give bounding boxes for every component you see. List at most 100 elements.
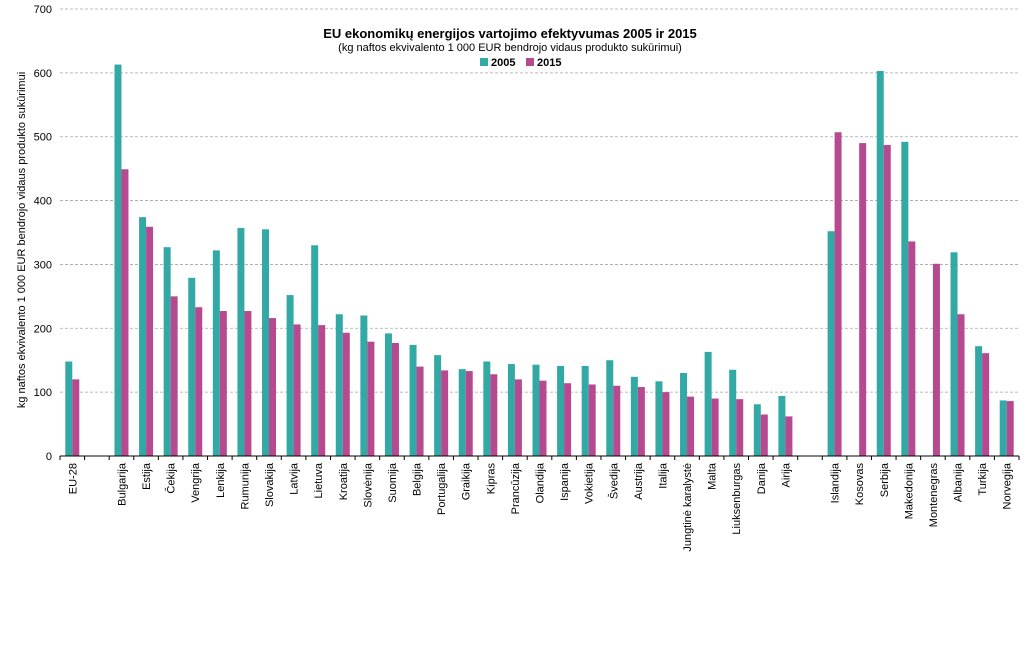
bar-2015-Norvegija bbox=[1006, 401, 1014, 456]
bar-2015-Vengrija bbox=[195, 307, 203, 456]
bar-2005-Austrija bbox=[630, 376, 638, 456]
bar-2015-Slovakija bbox=[269, 318, 277, 456]
y-tick-label: 200 bbox=[34, 323, 52, 335]
bar-2015-Bulgarija bbox=[121, 169, 129, 456]
category-label: Italija bbox=[657, 462, 669, 489]
category-label: Čekija bbox=[165, 462, 178, 493]
bar-2015-Belgija bbox=[416, 366, 424, 456]
bar-2005-Belgija bbox=[409, 344, 417, 456]
category-label: Graikija bbox=[461, 462, 473, 500]
bar-2005-Vokietija bbox=[581, 365, 589, 456]
category-label: Slovakija bbox=[264, 462, 276, 507]
category-label: Austrija bbox=[633, 462, 645, 500]
bar-2015-Slovėnija bbox=[367, 341, 375, 456]
category-label: Rumunija bbox=[239, 462, 251, 509]
category-label: EU-28 bbox=[67, 463, 79, 494]
bar-2005-Makedonija bbox=[901, 141, 909, 456]
category-label: Makedonija bbox=[903, 462, 915, 519]
bar-2015-Čekija bbox=[170, 296, 178, 456]
category-label: Malta bbox=[707, 462, 719, 490]
category-label: Airija bbox=[780, 462, 792, 487]
bar-2015-Danija bbox=[760, 414, 768, 456]
category-label: Bulgarija bbox=[116, 462, 128, 506]
bar-2015-Makedonija bbox=[908, 241, 916, 456]
bar-2005-Albanija bbox=[950, 252, 958, 456]
bar-2005-Suomija bbox=[384, 333, 392, 456]
bar-2005-Slovėnija bbox=[360, 315, 368, 456]
category-label: Estija bbox=[141, 462, 153, 490]
bar-2015-Prancūzija bbox=[514, 379, 522, 456]
bar-2005-Kipras bbox=[483, 361, 491, 456]
bar-2015-Rumunija bbox=[244, 311, 252, 456]
bar-2005-Danija bbox=[753, 404, 761, 456]
category-label: Lietuva bbox=[313, 462, 325, 498]
bar-2015-Estija bbox=[146, 226, 154, 456]
bar-2005-Lenkija bbox=[212, 250, 220, 456]
bar-2015-Austrija bbox=[637, 387, 645, 456]
bar-2015-Kroatija bbox=[342, 332, 350, 456]
y-tick-label: 500 bbox=[34, 132, 52, 144]
chart-subtitle: (kg naftos ekvivalento 1 000 EUR bendroj… bbox=[338, 42, 682, 54]
category-label: Vengrija bbox=[190, 462, 202, 503]
category-label: Danija bbox=[756, 462, 768, 494]
bar-2015-Kosovas bbox=[859, 143, 867, 456]
bar-2015-Vokietija bbox=[588, 384, 596, 456]
bar-2005-Portugalija bbox=[434, 355, 442, 456]
y-tick-label: 400 bbox=[34, 196, 52, 208]
bar-2015-Malta bbox=[711, 398, 719, 456]
category-label: Slovėnija bbox=[362, 462, 374, 508]
bar-2015-EU-28 bbox=[72, 379, 80, 456]
category-label: Latvija bbox=[289, 462, 301, 495]
bar-2005-Švedija bbox=[606, 360, 614, 456]
legend: 2005 2015 bbox=[480, 57, 561, 69]
bar-2015-Suomija bbox=[391, 342, 399, 456]
bars bbox=[65, 64, 1014, 456]
category-label: Albanija bbox=[953, 462, 965, 502]
category-label: Lenkija bbox=[215, 462, 227, 498]
bar-2005-Slovakija bbox=[262, 229, 270, 456]
category-label: Portugalija bbox=[436, 462, 448, 515]
category-label: Švedija bbox=[607, 462, 620, 499]
bar-2015-Portugalija bbox=[441, 370, 449, 456]
bar-2005-Bulgarija bbox=[114, 64, 122, 456]
bar-2005-Prancūzija bbox=[507, 364, 515, 456]
legend-label-2015: 2015 bbox=[537, 57, 561, 69]
bar-2015-Olandija bbox=[539, 380, 547, 456]
bar-2005-Malta bbox=[704, 351, 712, 456]
category-label: Islandija bbox=[830, 462, 842, 503]
x-tick-marks bbox=[59, 456, 1020, 460]
bar-2005-Turkija bbox=[975, 346, 983, 456]
bar-2005-Olandija bbox=[532, 364, 540, 456]
category-label: Ispanija bbox=[559, 462, 571, 501]
bar-2005-Italija bbox=[655, 381, 663, 456]
bar-2015-Turkija bbox=[982, 353, 990, 456]
bar-2005-Liuksenburgas bbox=[729, 369, 737, 456]
bar-2015-Latvija bbox=[293, 324, 301, 456]
bar-2005-Čekija bbox=[163, 247, 171, 456]
y-tick-labels: 0 100 200 300 400 500 600 700 bbox=[34, 4, 52, 463]
legend-label-2005: 2005 bbox=[491, 57, 515, 69]
category-label: Montenegras bbox=[928, 463, 940, 528]
bar-2005-Rumunija bbox=[237, 228, 245, 456]
category-label: Prancūzija bbox=[510, 462, 522, 514]
y-tick-label: 100 bbox=[34, 387, 52, 399]
bar-2005-Estija bbox=[139, 217, 147, 456]
bar-2015-Lenkija bbox=[219, 311, 227, 456]
category-label: Turkija bbox=[977, 462, 989, 495]
bar-2005-Norvegija bbox=[999, 400, 1007, 456]
category-label: Olandija bbox=[535, 462, 547, 503]
bar-2015-Islandija bbox=[834, 132, 842, 456]
y-tick-label: 300 bbox=[34, 259, 52, 271]
legend-swatch-2015 bbox=[526, 58, 534, 66]
bar-2015-Italija bbox=[662, 392, 670, 456]
bar-2005-Lietuva bbox=[311, 245, 319, 456]
category-label: Kipras bbox=[485, 463, 497, 495]
category-label: Kroatija bbox=[338, 462, 350, 500]
bar-2005-EU-28 bbox=[65, 361, 73, 456]
bar-2005-Kroatija bbox=[335, 314, 343, 456]
category-label: Vokietija bbox=[584, 462, 596, 504]
y-tick-label: 0 bbox=[46, 451, 52, 463]
category-label: Suomija bbox=[387, 462, 399, 503]
bar-2015-Kipras bbox=[490, 374, 498, 456]
